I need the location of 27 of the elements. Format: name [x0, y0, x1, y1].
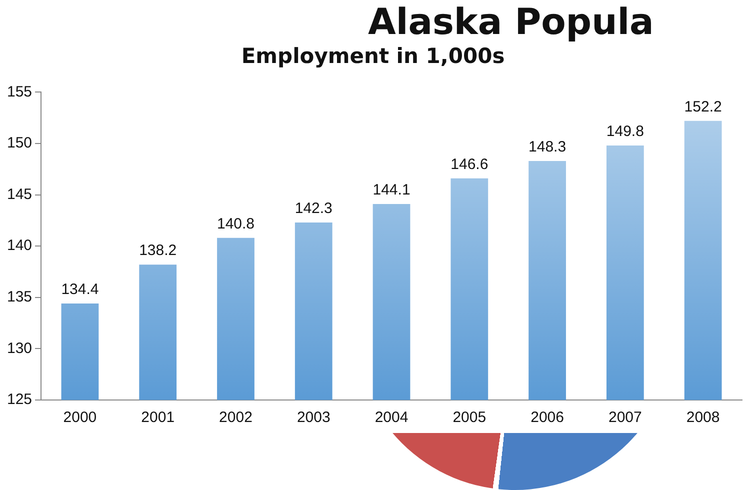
x-tick-label: 2005: [452, 409, 486, 426]
data-label: 144.1: [372, 182, 410, 199]
x-tick-label: 2002: [219, 409, 252, 426]
data-label: 146.6: [450, 156, 488, 174]
data-label: 149.8: [606, 123, 644, 140]
chart-title: Employment in 1,000s: [241, 44, 505, 68]
y-tick-label: 130: [6, 340, 32, 357]
x-tick-label: 2008: [686, 409, 720, 426]
x-tick-label: 2003: [296, 409, 330, 426]
data-label: 140.8: [216, 216, 255, 233]
y-tick-label: 140: [6, 237, 32, 254]
data-label: 138.2: [139, 242, 177, 260]
data-label: 142.3: [294, 200, 332, 218]
y-tick-label: 135: [6, 288, 32, 306]
data-label: 152.2: [684, 98, 722, 116]
y-tick-label: 150: [6, 134, 32, 152]
data-label: 134.4: [61, 281, 99, 298]
x-tick-label: 2000: [63, 409, 97, 426]
text: Alaska Popula: [368, 2, 654, 43]
y-tick-label: 125: [6, 391, 32, 408]
x-tick-label: 2004: [374, 409, 408, 426]
x-tick-label: 2007: [608, 409, 642, 426]
data-label: 148.3: [528, 138, 566, 156]
y-tick-label: 145: [6, 186, 32, 203]
y-tick-label: 155: [6, 83, 32, 100]
x-tick-label: 2006: [530, 409, 564, 426]
x-tick-label: 2001: [141, 409, 175, 426]
